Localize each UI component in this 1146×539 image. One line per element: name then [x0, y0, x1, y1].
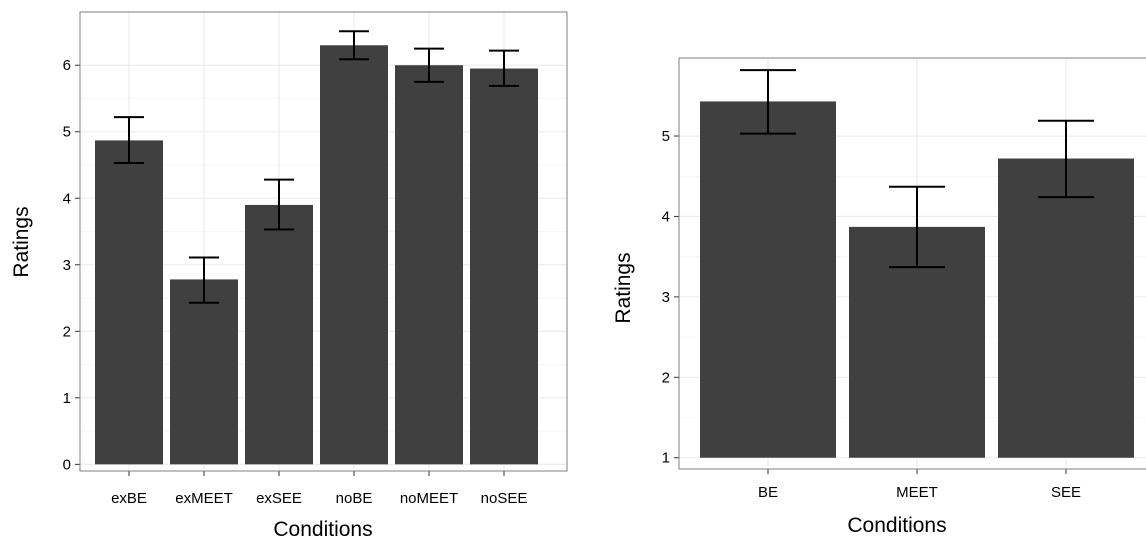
error-bar-MEET	[889, 185, 945, 269]
x-tick-label-BE: BE	[758, 484, 778, 501]
chart-conditions-three: Conditions Ratings 1 2 3 4 5 BE MEET SEE	[612, 57, 1146, 537]
x-tick-label-noMEET: noMEET	[400, 490, 458, 507]
y-tick-label: 0	[63, 456, 71, 473]
bar-BE	[700, 101, 836, 458]
bar-SEE	[998, 158, 1134, 458]
y-tick-label: 2	[63, 323, 71, 340]
x-tick-label-SEE: SEE	[1051, 484, 1081, 501]
x-tick-label-exSEE: exSEE	[256, 490, 302, 507]
y-tick-label: 3	[63, 257, 71, 274]
y-tick-label: 5	[63, 124, 71, 141]
error-bar-noMEET	[414, 47, 444, 83]
y-tick-label: 4	[63, 190, 71, 207]
y-tick-label: 6	[63, 57, 71, 74]
error-bar-exBE	[114, 116, 144, 165]
y-axis-title: Ratings	[10, 206, 33, 277]
bar-noBE	[320, 45, 388, 465]
error-bar-SEE	[1038, 119, 1094, 199]
y-tick-label: 3	[662, 289, 670, 306]
x-tick-label-exBE: exBE	[111, 490, 147, 507]
y-tick-label: 1	[662, 450, 670, 467]
x-axis-title: Conditions	[273, 518, 372, 539]
error-bar-exMEET	[189, 256, 219, 304]
x-tick-label-noBE: noBE	[336, 490, 373, 507]
bar-exSEE	[245, 204, 313, 465]
bar-exBE	[95, 140, 163, 465]
x-tick-label-noSEE: noSEE	[481, 490, 528, 507]
error-bar-noBE	[339, 30, 369, 61]
bar-exMEET	[170, 279, 238, 465]
panel-border	[678, 57, 1146, 470]
bar-noMEET	[395, 65, 463, 465]
y-tick-label: 4	[662, 208, 670, 225]
y-tick-label: 2	[662, 369, 670, 386]
x-tick-label-exMEET: exMEET	[175, 490, 233, 507]
bar-noSEE	[470, 68, 538, 465]
x-tick-label-MEET: MEET	[896, 484, 938, 501]
y-tick-label: 5	[662, 128, 670, 145]
error-bar-exSEE	[264, 178, 294, 231]
x-axis-title: Conditions	[847, 514, 946, 537]
error-bar-BE	[740, 69, 796, 135]
y-axis-title: Ratings	[612, 252, 635, 323]
chart-conditions-six: Conditions Ratings 0 1 2 3 4 5 6 exBE exMEET exSE…	[10, 11, 568, 539]
y-tick-label: 1	[63, 390, 71, 407]
panel-border	[79, 11, 568, 472]
error-bar-noSEE	[489, 49, 519, 87]
